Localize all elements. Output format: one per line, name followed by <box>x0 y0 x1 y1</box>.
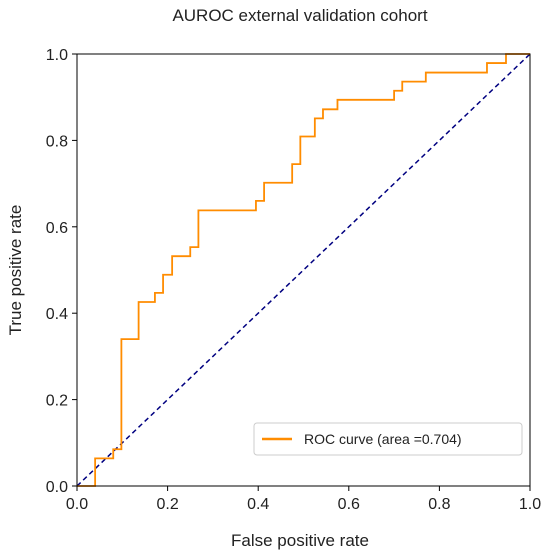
roc-curve-line <box>77 53 530 487</box>
x-axis-label: False positive rate <box>231 531 369 550</box>
y-tick-label: 0.4 <box>46 306 68 323</box>
y-tick-label: 0.8 <box>46 133 68 150</box>
x-tick-label: 0.2 <box>156 496 178 513</box>
y-tick-label: 1.0 <box>46 47 68 64</box>
x-tick-label: 0.6 <box>338 496 360 513</box>
x-tick-label: 0.8 <box>428 496 450 513</box>
legend-box <box>253 422 523 456</box>
y-axis-label: True positive rate <box>6 205 25 336</box>
legend-label: ROC curve (area =0.704) <box>304 431 462 447</box>
reference-diagonal-line <box>76 53 531 487</box>
y-axis: 0.0 0.2 0.4 0.6 0.8 1.0 <box>46 47 77 496</box>
plot-frame <box>76 53 531 487</box>
x-tick-label: 1.0 <box>519 496 541 513</box>
legend: ROC curve (area =0.704) <box>253 422 523 456</box>
x-tick-label: 0.0 <box>66 496 88 513</box>
chart-title: AUROC external validation cohort <box>172 6 427 25</box>
y-tick-label: 0.0 <box>46 479 68 496</box>
y-tick-label: 0.2 <box>46 393 68 410</box>
y-tick-label: 0.6 <box>46 220 68 237</box>
x-tick-label: 0.4 <box>247 496 269 513</box>
x-axis: 0.0 0.2 0.4 0.6 0.8 1.0 <box>66 486 541 513</box>
plot-area <box>76 53 531 487</box>
